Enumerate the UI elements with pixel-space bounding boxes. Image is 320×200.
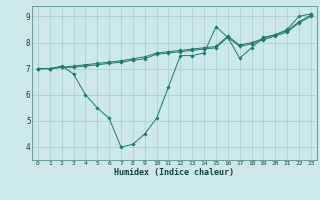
X-axis label: Humidex (Indice chaleur): Humidex (Indice chaleur) [115,168,234,177]
